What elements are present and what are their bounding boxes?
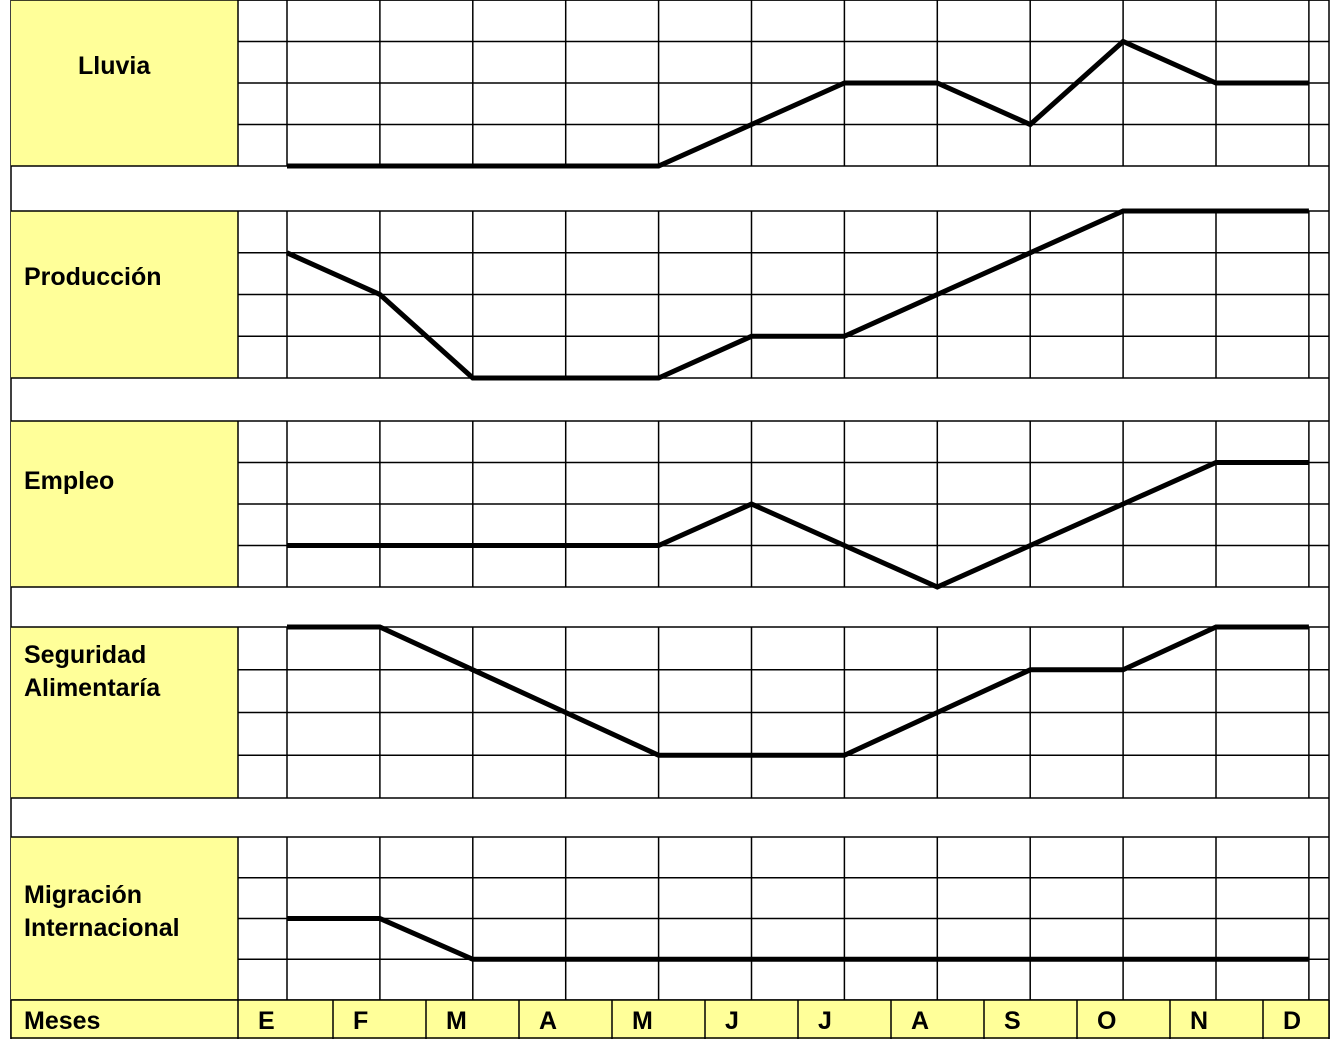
panel-3-series-line: [287, 463, 1309, 588]
panel-4-label-line-2: Alimentaría: [24, 674, 161, 702]
x-tick-label-6: J: [818, 1007, 832, 1035]
x-tick-label-11: D: [1283, 1007, 1301, 1035]
panel-5-label-line-1: Migración: [24, 881, 142, 909]
x-tick-label-5: J: [725, 1007, 739, 1035]
x-tick-label-8: S: [1004, 1007, 1021, 1035]
x-tick-label-9: O: [1097, 1007, 1116, 1035]
x-tick-label-4: M: [632, 1007, 653, 1035]
panel-4-label-line-1: Seguridad: [24, 641, 146, 669]
panel-5-label-line-2: Internacional: [24, 914, 180, 942]
panel-3-label-bg: [11, 421, 238, 587]
panel-5-series-line: [287, 919, 1309, 960]
footer-label: Meses: [24, 1007, 100, 1035]
x-tick-label-3: A: [539, 1007, 557, 1035]
x-tick-label-10: N: [1190, 1007, 1208, 1035]
x-tick-label-1: F: [353, 1007, 368, 1035]
x-tick-label-7: A: [911, 1007, 929, 1035]
x-tick-label-2: M: [446, 1007, 467, 1035]
footer-bg: [11, 1000, 1329, 1039]
panel-3-label-line-1: Empleo: [24, 467, 114, 495]
panel-2-label-line-1: Producción: [24, 263, 162, 291]
panel-1-label-line-1: Lluvia: [78, 52, 151, 80]
panel-2-label-bg: [11, 211, 238, 378]
panel-1-series-line: [287, 42, 1309, 167]
panel-4-series-line: [287, 627, 1309, 755]
x-tick-label-0: E: [258, 1007, 275, 1035]
panel-1-label-bg: [11, 0, 238, 166]
